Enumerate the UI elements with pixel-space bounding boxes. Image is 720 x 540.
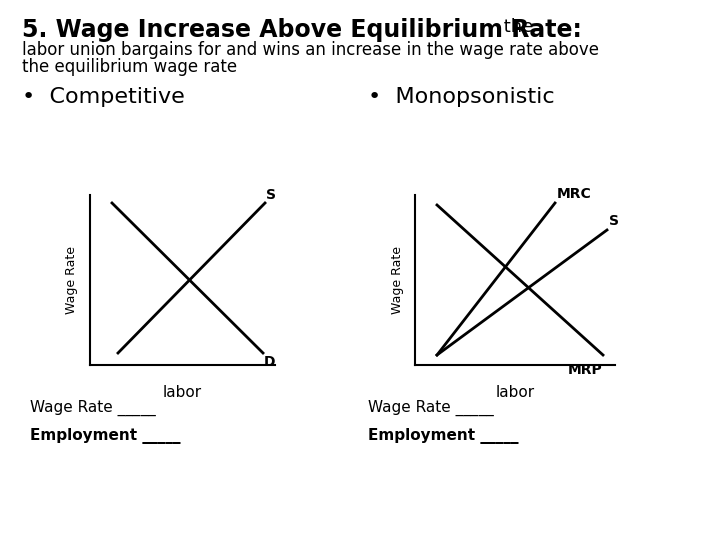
Text: Wage Rate: Wage Rate [390,246,403,314]
Text: S: S [266,188,276,202]
Text: Employment _____: Employment _____ [30,428,181,444]
Text: Wage Rate _____: Wage Rate _____ [30,400,156,416]
Text: •  Competitive: • Competitive [22,87,185,107]
Text: Employment _____: Employment _____ [368,428,518,444]
Text: S: S [609,214,619,228]
Text: MRP: MRP [568,363,603,377]
Text: labor: labor [495,385,534,400]
Text: D: D [264,355,276,369]
Text: •  Monopsonistic: • Monopsonistic [368,87,554,107]
Text: MRC: MRC [557,187,592,201]
Text: Wage Rate _____: Wage Rate _____ [368,400,494,416]
Text: the equilibrium wage rate: the equilibrium wage rate [22,58,237,76]
Text: labor: labor [163,385,202,400]
Text: 5. Wage Increase Above Equilibrium Rate:: 5. Wage Increase Above Equilibrium Rate: [22,18,582,42]
Text: labor union bargains for and wins an increase in the wage rate above: labor union bargains for and wins an inc… [22,41,599,59]
Text: the: the [498,18,534,36]
Text: Wage Rate: Wage Rate [66,246,78,314]
